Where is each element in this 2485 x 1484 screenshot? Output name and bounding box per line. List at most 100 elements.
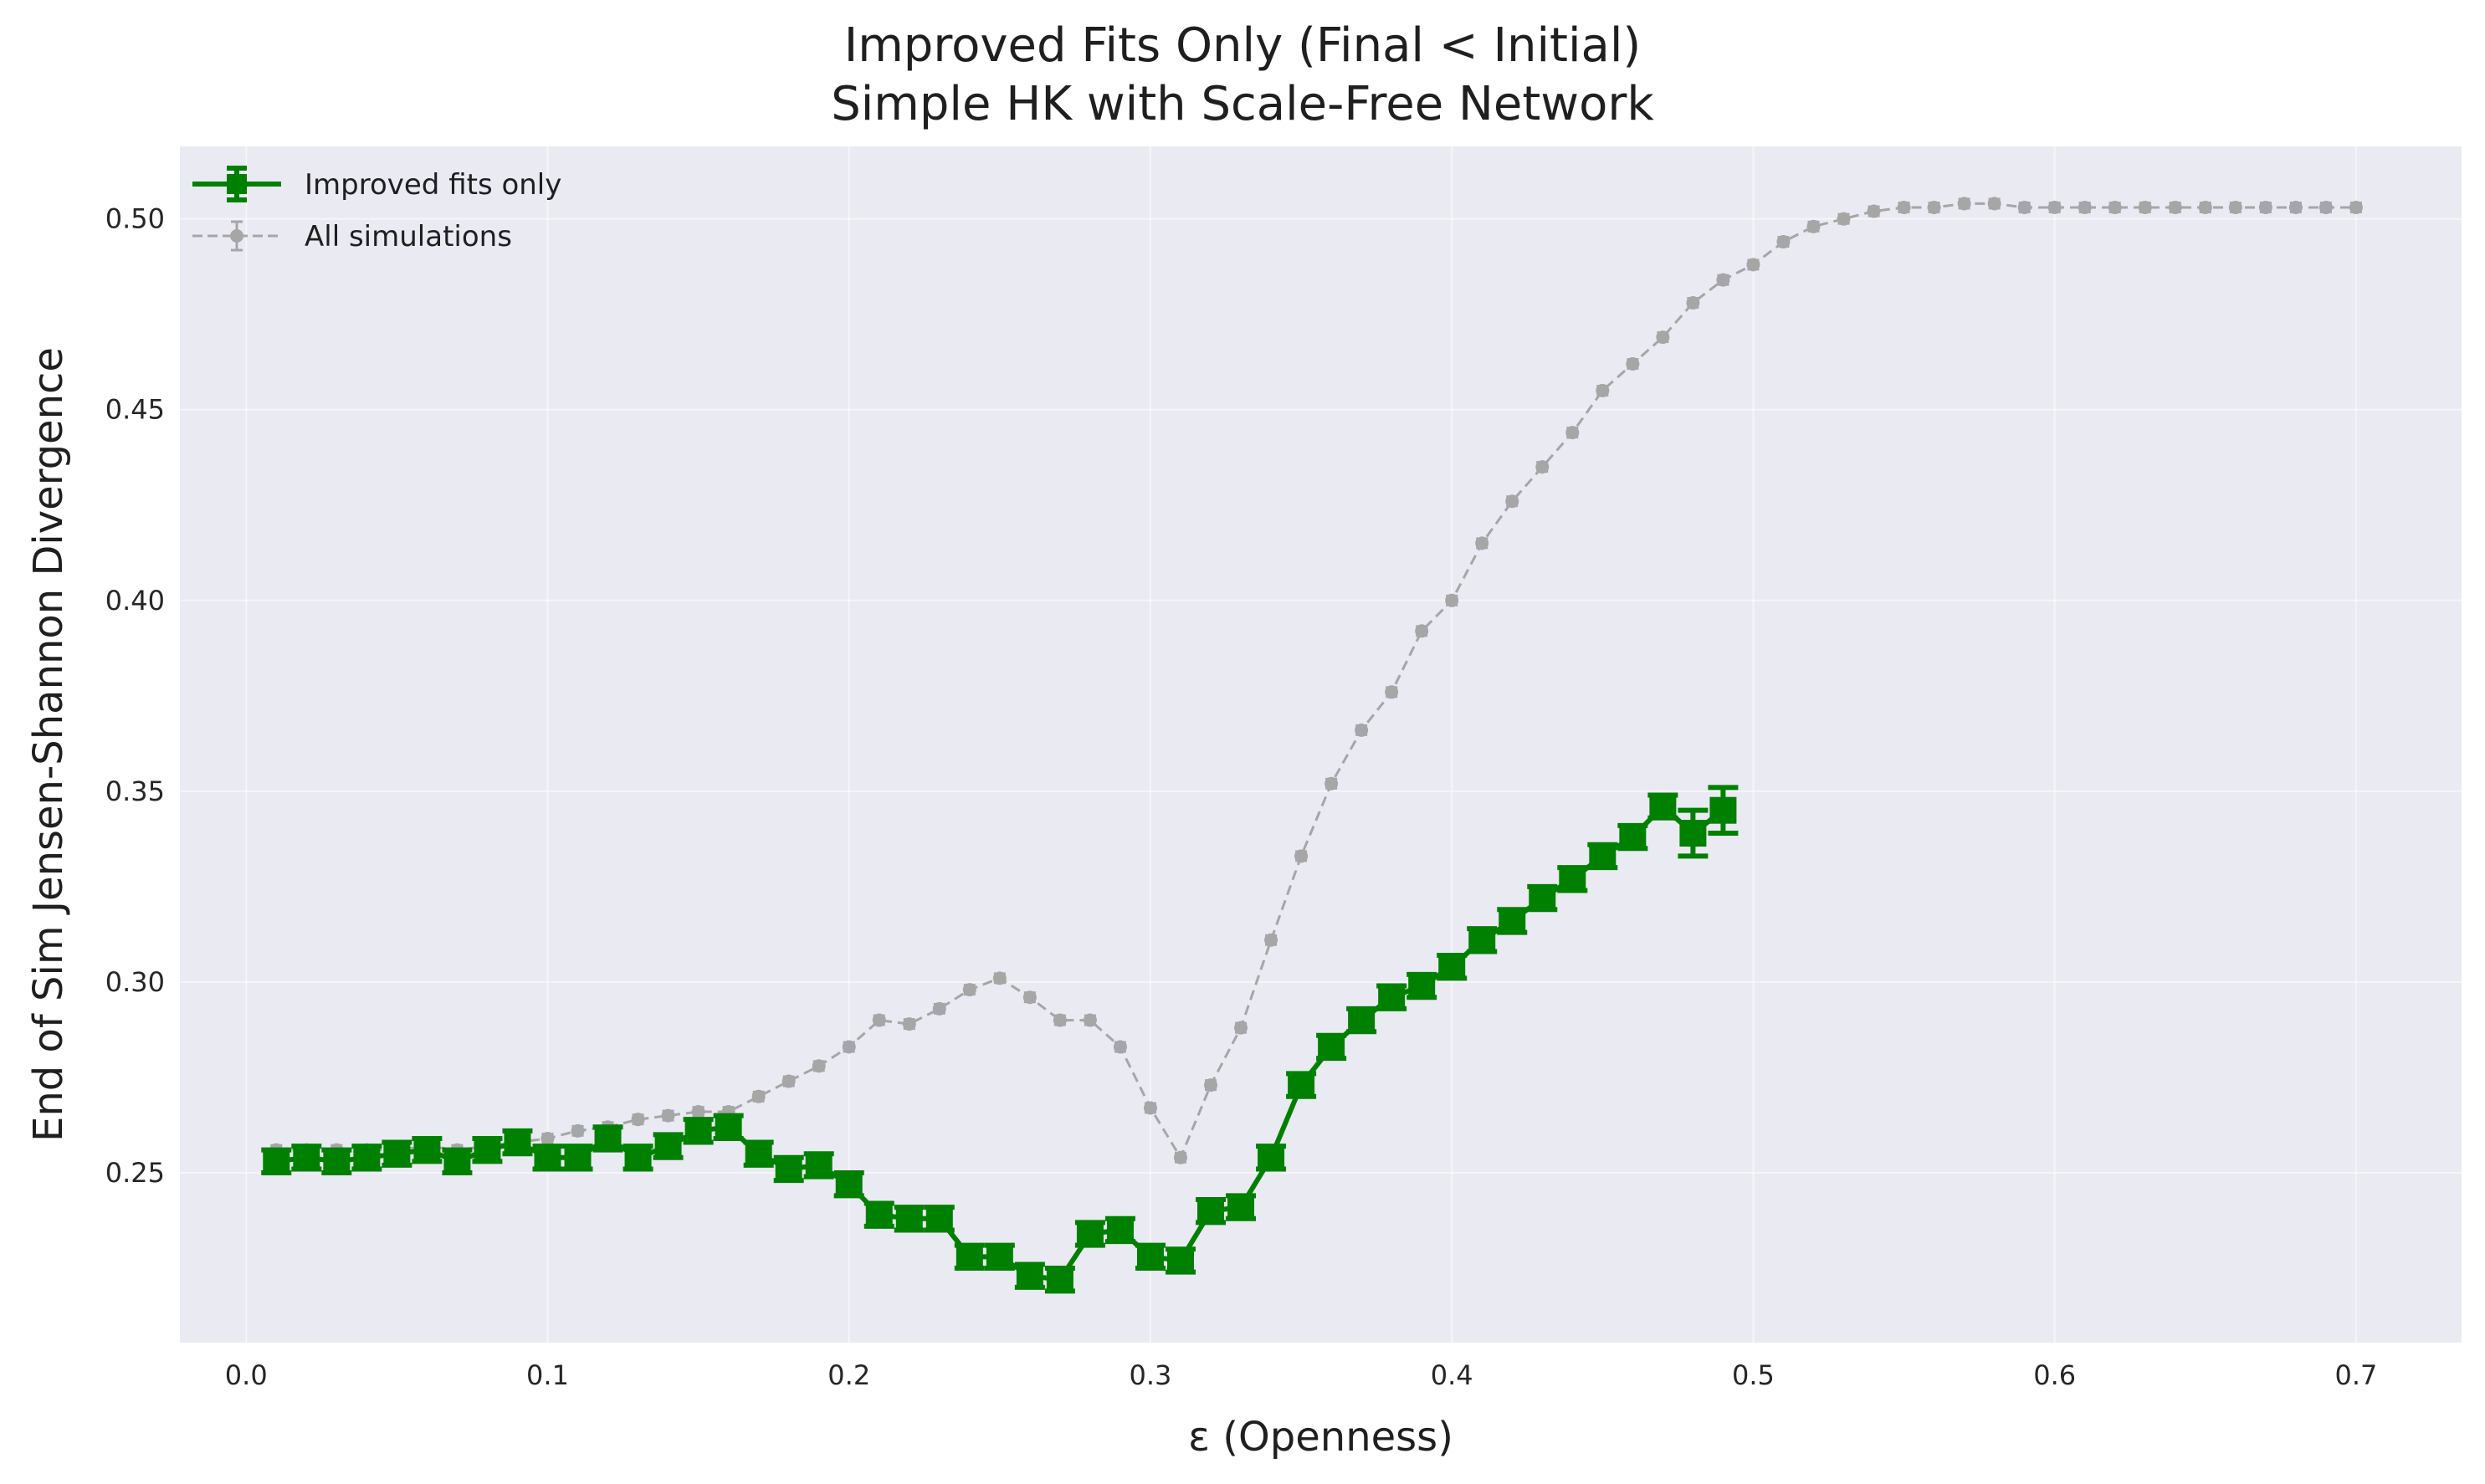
all-simulations-point [1083, 1013, 1097, 1027]
chart-title-line-2: Simple HK with Scale-Free Network [831, 77, 1654, 131]
all-simulations-point [1565, 426, 1580, 440]
improved-fits-point [745, 1140, 772, 1168]
plot-area [180, 146, 2462, 1343]
all-simulations-point [2349, 200, 2363, 214]
all-simulations-point [1143, 1101, 1157, 1115]
all-simulations-point [2198, 200, 2212, 214]
x-tick-label: 0.4 [1431, 1359, 1473, 1391]
all-simulations-point [1626, 357, 1640, 371]
improved-fits-point [1288, 1072, 1315, 1099]
all-simulations-point [2047, 200, 2062, 214]
improved-fits-point [474, 1136, 501, 1164]
improved-fits-point [775, 1155, 802, 1183]
all-simulations-point [1445, 593, 1459, 607]
improved-fits-point [293, 1144, 320, 1171]
all-simulations-point [1355, 723, 1369, 737]
all-simulations-point [1686, 296, 1700, 310]
grid-lines [180, 146, 2462, 1343]
all-simulations-point [1746, 258, 1760, 272]
x-axis-label: ε (Openness) [1188, 1414, 1453, 1461]
all-simulations-point [1385, 685, 1399, 699]
all-simulations-point [1505, 494, 1519, 509]
improved-fits-point [564, 1144, 592, 1171]
y-axis-ticks: 0.25 0.30 0.35 0.40 0.45 0.50 [105, 203, 165, 1189]
improved-fits-point [865, 1201, 893, 1229]
improved-fits-point [1378, 984, 1406, 1011]
all-simulations-point [1264, 933, 1278, 947]
all-simulations-point [1535, 460, 1550, 474]
improved-fits-point [1227, 1194, 1255, 1221]
all-simulations-point [1987, 197, 2001, 211]
all-simulations-point [1113, 1040, 1127, 1054]
all-simulations-point [962, 983, 976, 997]
improved-fits-point [1348, 1006, 1376, 1034]
y-tick-label: 0.35 [105, 775, 165, 807]
x-tick-label: 0.5 [1732, 1359, 1775, 1391]
improved-fits-point [805, 1151, 833, 1179]
series-all-simulations [269, 197, 2363, 1164]
all-simulations-point [1957, 197, 1971, 211]
all-simulations-point [2138, 200, 2152, 214]
improved-fits-point [1679, 820, 1707, 847]
legend-swatch-all [192, 220, 281, 252]
all-simulations-point [1897, 200, 1911, 214]
all-simulations-point [902, 1017, 916, 1031]
improved-fits-point [654, 1133, 682, 1160]
improved-fits-point [1016, 1262, 1043, 1290]
legend-swatch-improved [192, 166, 281, 202]
y-axis-label: End of Sim Jensen-Shannon Divergence [25, 347, 72, 1142]
all-simulations-point [1294, 849, 1309, 863]
legend-label-improved: Improved fits only [305, 168, 562, 202]
all-simulations-point [751, 1089, 766, 1103]
all-simulations-point [2258, 200, 2272, 214]
all-simulations-point [1204, 1078, 1218, 1093]
all-simulations-point [1324, 776, 1339, 791]
x-tick-label: 0.0 [225, 1359, 268, 1391]
improved-fits-point [1318, 1033, 1345, 1061]
improved-fits-point [1136, 1243, 1164, 1271]
improved-fits-point [1499, 907, 1526, 934]
improved-fits-point [986, 1243, 1013, 1271]
improved-fits-point [835, 1170, 863, 1198]
x-axis-ticks: 0.0 0.1 0.2 0.3 0.4 0.5 0.6 0.7 [225, 1359, 2378, 1391]
legend-label-all: All simulations [305, 220, 512, 253]
y-tick-label: 0.25 [105, 1157, 165, 1189]
improved-fits-point [534, 1144, 561, 1171]
improved-fits-point [1649, 793, 1677, 821]
improved-fits-point [956, 1243, 983, 1271]
improved-fits-point [1529, 884, 1556, 912]
all-simulations-point [1716, 273, 1730, 287]
all-simulations-point [571, 1123, 585, 1138]
improved-fits-point [323, 1148, 351, 1175]
improved-fits-point [443, 1148, 471, 1175]
improved-fits-point [1589, 842, 1617, 870]
x-tick-label: 0.6 [2033, 1359, 2076, 1391]
y-tick-label: 0.40 [105, 585, 165, 617]
improved-fits-point [1408, 972, 1436, 1000]
all-simulations-point [1927, 200, 1941, 214]
all-simulations-point [1596, 383, 1610, 397]
improved-fits-point [1709, 796, 1737, 824]
improved-fits-point [715, 1113, 742, 1141]
improved-fits-point [263, 1148, 290, 1175]
all-simulations-point [1656, 330, 1670, 345]
all-simulations-point [1475, 536, 1489, 550]
all-simulations-point [2168, 200, 2182, 214]
improved-fits-point [1197, 1197, 1225, 1225]
improved-fits-point [413, 1136, 441, 1164]
all-simulations-point [872, 1013, 886, 1027]
improved-fits-point [383, 1140, 411, 1168]
all-simulations-point [1415, 624, 1429, 638]
all-simulations-point [2108, 200, 2122, 214]
all-simulations-point [631, 1113, 645, 1127]
improved-fits-point [925, 1205, 953, 1232]
all-simulations-point [1867, 204, 1881, 218]
all-simulations-point [1173, 1150, 1187, 1164]
all-simulations-point [1022, 990, 1037, 1005]
all-simulations-point [992, 971, 1007, 985]
y-tick-label: 0.50 [105, 203, 165, 235]
improved-fits-point [1258, 1144, 1285, 1171]
improved-fits-point [624, 1144, 652, 1171]
improved-fits-point [1076, 1220, 1104, 1247]
